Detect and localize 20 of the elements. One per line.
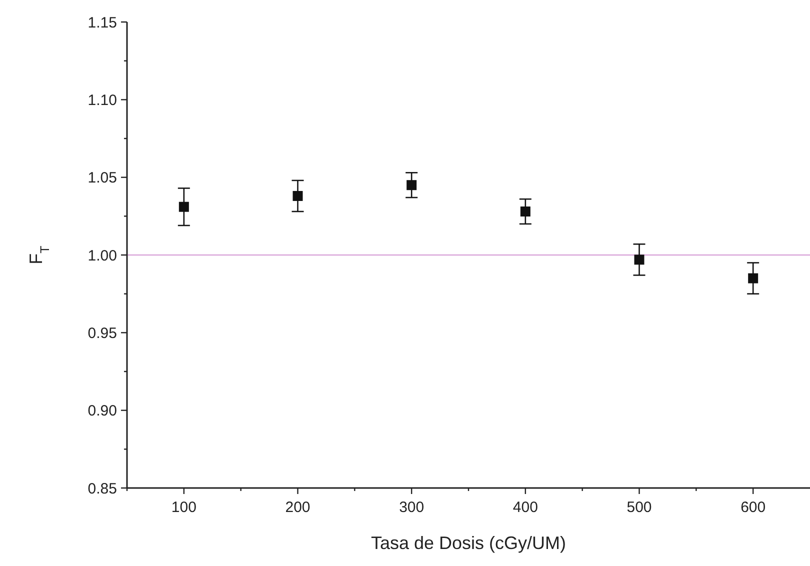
y-tick-label: 1.10 — [88, 92, 117, 109]
x-tick-label: 300 — [399, 499, 424, 516]
x-tick-label: 200 — [285, 499, 310, 516]
point — [406, 180, 417, 190]
point — [634, 254, 644, 265]
x-tick-label: 400 — [512, 499, 538, 516]
y-tick-label: 1.15 — [88, 14, 117, 32]
point — [748, 273, 758, 284]
y-tick-label: 1.05 — [88, 170, 117, 187]
x-tick-label: 500 — [626, 499, 652, 516]
y-tick-label: 1.00 — [88, 247, 117, 264]
y-tick-label: 0.95 — [88, 324, 117, 342]
y-tick-label: 0.90 — [88, 402, 117, 420]
x-axis-title: Tasa de Dosis (cGy/UM) — [370, 533, 566, 553]
point — [178, 202, 189, 212]
x-tick-label: 600 — [740, 499, 766, 516]
point — [292, 190, 303, 201]
point — [520, 206, 530, 217]
x-tick-label: 100 — [171, 499, 196, 516]
y-tick-label: 0.85 — [88, 480, 117, 498]
